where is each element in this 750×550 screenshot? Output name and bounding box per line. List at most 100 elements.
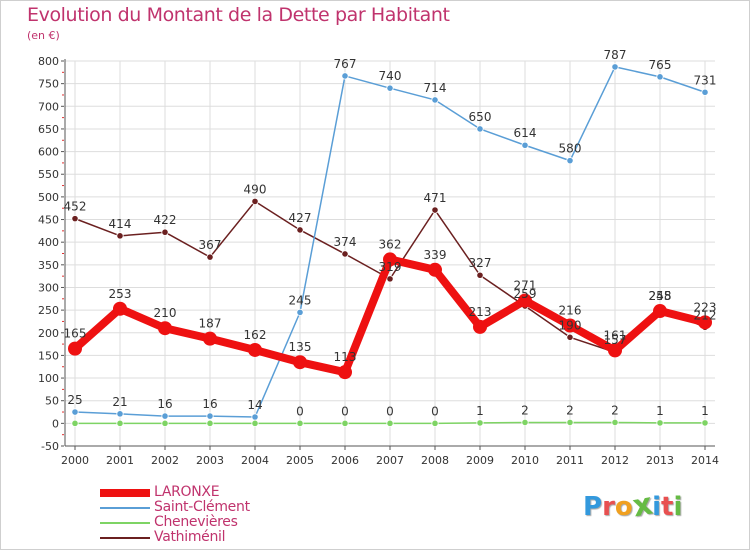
data-point xyxy=(566,418,574,427)
data-label: 0 xyxy=(386,404,394,418)
data-point xyxy=(341,72,349,80)
data-label: 253 xyxy=(109,287,132,301)
data-label: 162 xyxy=(244,328,267,342)
data-label: 113 xyxy=(334,350,357,364)
x-tick-label: 2007 xyxy=(376,454,404,467)
data-label: 580 xyxy=(559,142,582,156)
data-label: 452 xyxy=(64,200,87,214)
x-tick-label: 2013 xyxy=(646,454,674,467)
data-point xyxy=(116,410,124,418)
data-label: 714 xyxy=(424,81,447,95)
y-tick-label: 300 xyxy=(38,281,59,294)
y-tick-label: -50 xyxy=(41,440,59,453)
data-label: 271 xyxy=(514,279,537,293)
y-tick-label: 800 xyxy=(38,55,59,68)
data-point xyxy=(296,419,304,427)
data-point xyxy=(428,262,442,277)
y-tick-label: 500 xyxy=(38,191,59,204)
data-label: 650 xyxy=(469,110,492,124)
data-label: 0 xyxy=(341,404,349,418)
data-point xyxy=(161,412,169,420)
y-tick-label: 550 xyxy=(38,168,59,181)
y-tick-label: 600 xyxy=(38,146,59,159)
data-label: 16 xyxy=(157,397,172,411)
data-point xyxy=(293,355,307,370)
data-point xyxy=(251,197,259,206)
x-tick-label: 2011 xyxy=(556,454,584,467)
data-label: 0 xyxy=(296,404,304,418)
data-point xyxy=(563,318,577,333)
data-point xyxy=(338,365,352,380)
x-tick-label: 2006 xyxy=(331,454,359,467)
data-point xyxy=(341,250,349,258)
data-point xyxy=(116,419,124,427)
y-tick-label: 650 xyxy=(38,123,59,136)
y-tick-label: 400 xyxy=(38,236,59,249)
data-point xyxy=(608,343,622,358)
y-tick-label: 50 xyxy=(45,395,59,408)
data-label: 190 xyxy=(559,318,582,332)
y-tick-label: 200 xyxy=(38,327,59,340)
data-point xyxy=(296,308,304,316)
data-label: 471 xyxy=(424,191,447,205)
x-tick-label: 2005 xyxy=(286,454,314,467)
data-point xyxy=(206,253,214,261)
y-tick-label: 450 xyxy=(38,214,59,227)
data-point xyxy=(431,206,439,214)
data-point xyxy=(611,63,619,71)
data-point xyxy=(518,293,532,308)
x-tick-label: 2008 xyxy=(421,454,449,467)
data-point xyxy=(431,419,439,427)
data-point xyxy=(698,315,712,330)
data-label: 327 xyxy=(469,256,492,270)
x-tick-label: 2010 xyxy=(511,454,539,467)
data-label: 765 xyxy=(649,58,672,72)
data-label: 25 xyxy=(67,393,82,407)
logo-letter: i xyxy=(673,492,683,522)
data-point xyxy=(68,341,82,356)
data-label: 248 xyxy=(649,289,672,303)
legend-label: Vathiménil xyxy=(154,529,226,545)
data-label: 2 xyxy=(611,403,619,417)
data-label: 161 xyxy=(604,328,627,342)
data-label: 213 xyxy=(469,305,492,319)
chart-title: Evolution du Montant de la Dette par Hab… xyxy=(27,4,450,26)
data-label: 787 xyxy=(604,48,627,62)
data-point xyxy=(656,419,664,427)
logo-letter: i xyxy=(652,492,662,522)
data-point xyxy=(431,96,439,104)
legend-swatch xyxy=(100,537,150,539)
data-label: 319 xyxy=(379,260,402,274)
data-point xyxy=(203,331,217,346)
data-point xyxy=(71,408,79,416)
data-label: 374 xyxy=(334,235,357,249)
logo-letter: t xyxy=(661,492,674,522)
x-tick-label: 2000 xyxy=(61,454,89,467)
data-point xyxy=(701,88,709,96)
data-label: 245 xyxy=(289,293,312,307)
data-point xyxy=(296,226,304,234)
data-label: 14 xyxy=(247,398,262,412)
data-label: 339 xyxy=(424,248,447,262)
data-point xyxy=(251,419,259,427)
data-point xyxy=(71,419,79,427)
x-tick-label: 2004 xyxy=(241,454,269,467)
data-label: 255 xyxy=(649,289,672,303)
data-label: 187 xyxy=(199,317,222,331)
data-point xyxy=(476,271,484,279)
data-label: 157 xyxy=(604,333,627,347)
data-point xyxy=(476,125,484,133)
data-label: 767 xyxy=(334,57,357,71)
data-label: 0 xyxy=(431,404,439,418)
data-label: 414 xyxy=(109,217,132,231)
data-point xyxy=(158,321,172,336)
data-point xyxy=(566,333,574,341)
y-tick-label: 350 xyxy=(38,259,59,272)
y-tick-label: 100 xyxy=(38,372,59,385)
legend-item: Saint-Clément xyxy=(100,499,320,516)
data-label: 135 xyxy=(289,340,312,354)
logo-letter: r xyxy=(602,492,615,522)
data-label: 490 xyxy=(244,182,267,196)
data-point xyxy=(341,419,349,427)
